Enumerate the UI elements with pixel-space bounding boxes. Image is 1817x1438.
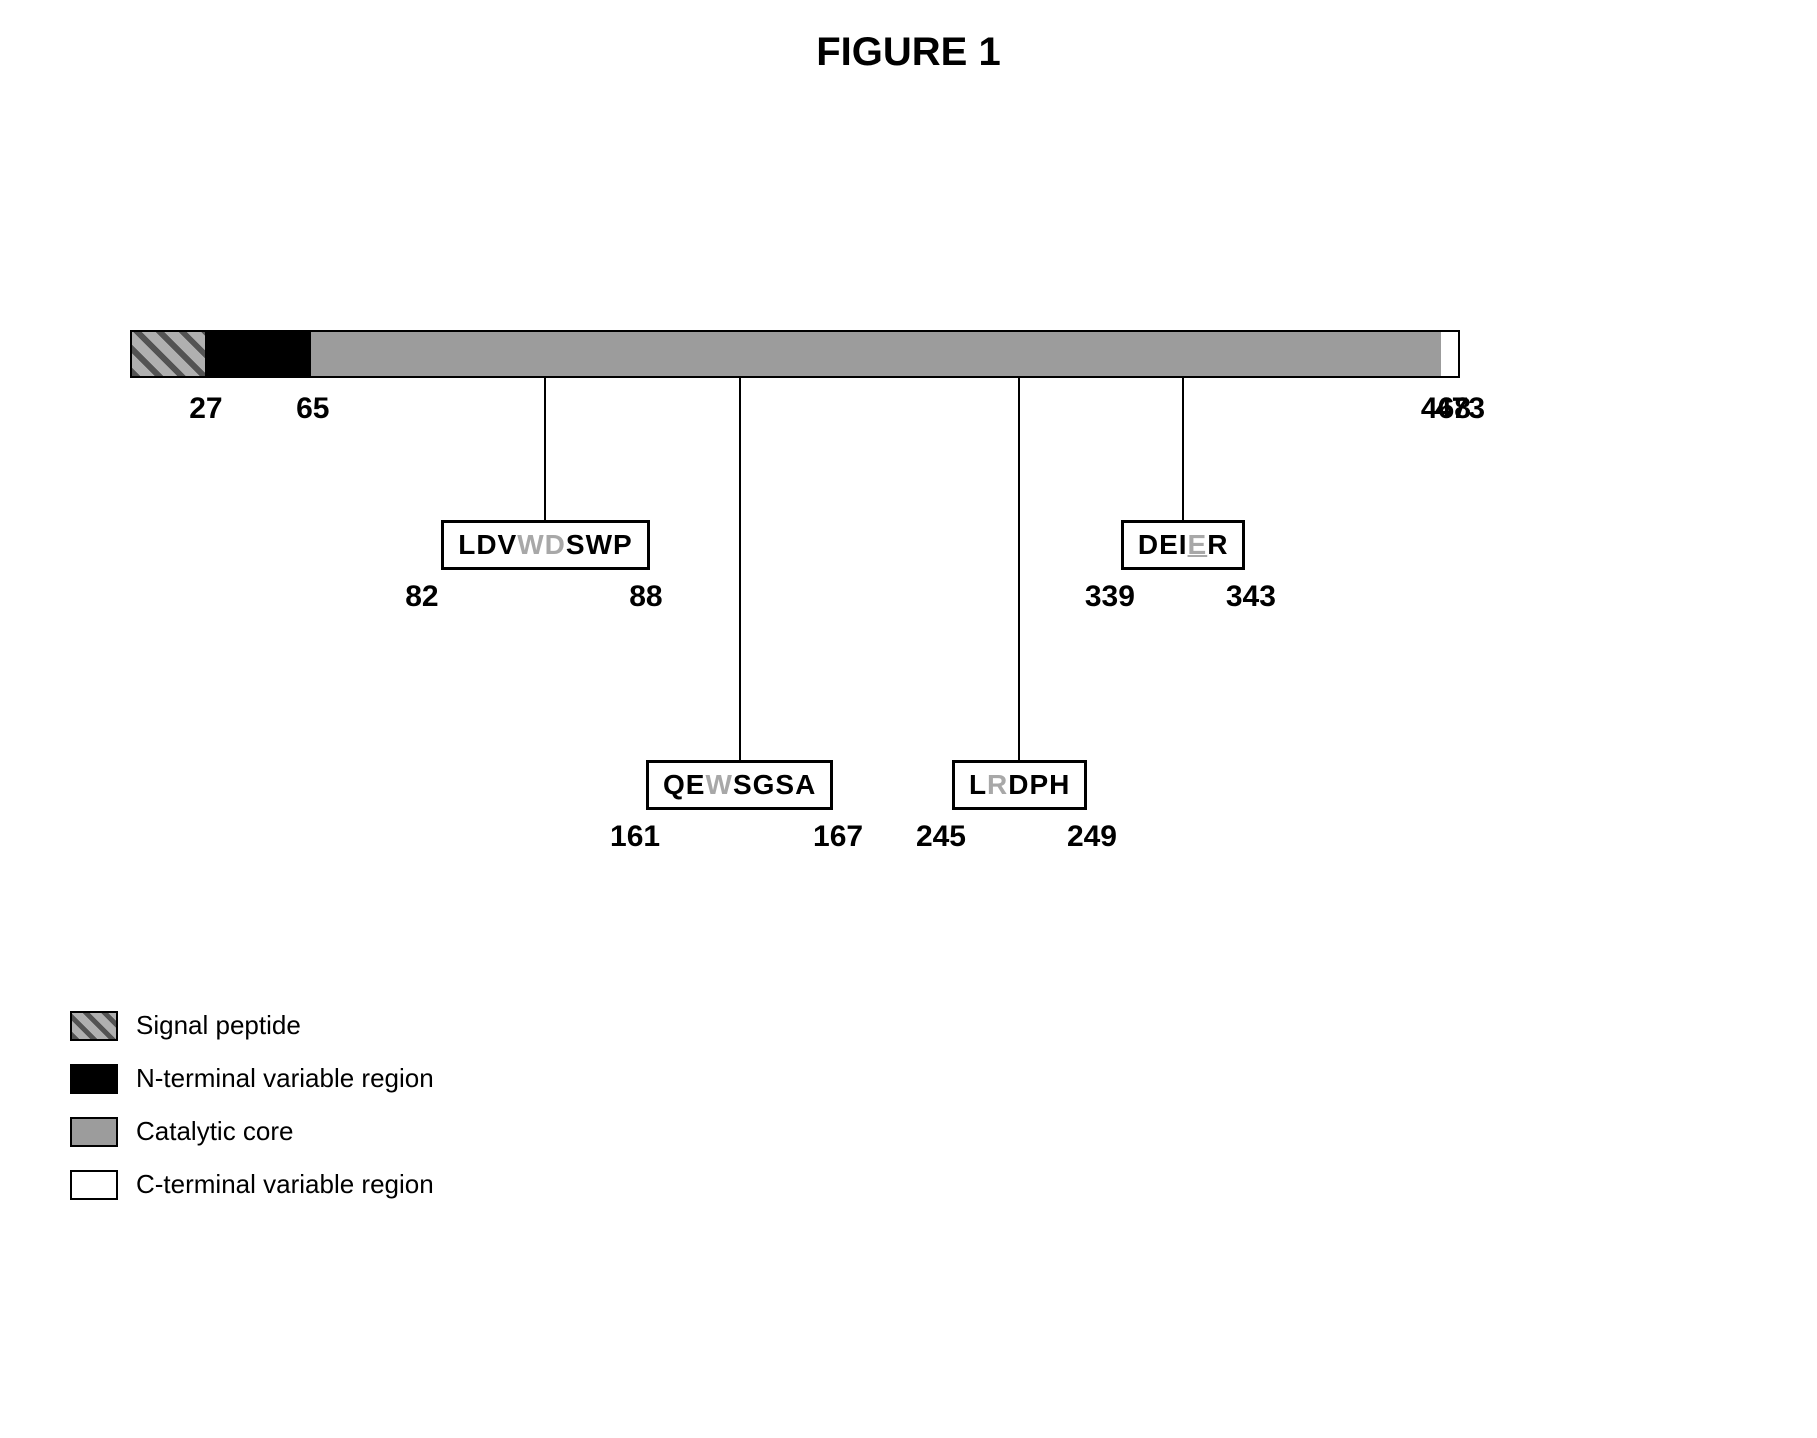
figure-title: FIGURE 1 [0,30,1817,75]
protein-diagram: 2765468473LDVWDSWP8288DEIER339343QEWSGSA… [130,330,1460,378]
segment-nterm [205,332,312,376]
segment-signal [132,332,205,376]
legend-row: Signal peptide [70,1010,434,1041]
legend-swatch [70,1011,118,1041]
motif-end: 88 [629,580,662,614]
protein-bar [130,330,1460,378]
motif-end: 167 [813,820,863,854]
motif-start: 339 [1085,580,1135,614]
legend-label: N-terminal variable region [136,1063,434,1094]
motif-box: LRDPH [952,760,1087,810]
position-label: 65 [296,392,329,426]
legend-row: N-terminal variable region [70,1063,434,1094]
legend-swatch [70,1117,118,1147]
segment-catalytic [311,332,1441,376]
segment-cterm [1441,332,1455,376]
motif-box: QEWSGSA [646,760,833,810]
position-label: 473 [1435,392,1485,426]
motif-end: 343 [1226,580,1276,614]
motif-connector [739,378,741,760]
legend-swatch [70,1170,118,1200]
motif-sequence: DEIER [1138,529,1229,560]
position-label: 27 [189,392,222,426]
legend-label: Catalytic core [136,1116,294,1147]
motif-connector [1018,378,1020,760]
motif-sequence: LRDPH [969,769,1070,800]
legend-row: C-terminal variable region [70,1169,434,1200]
motif-sequence: QEWSGSA [663,769,816,800]
legend-label: Signal peptide [136,1010,301,1041]
motif-start: 82 [405,580,438,614]
motif-sequence: LDVWDSWP [458,529,632,560]
motif-box: LDVWDSWP [441,520,649,570]
legend-swatch [70,1064,118,1094]
motif-box: DEIER [1121,520,1246,570]
legend-row: Catalytic core [70,1116,434,1147]
motif-connector [1182,378,1184,520]
motif-start: 161 [610,820,660,854]
legend: Signal peptide N-terminal variable region… [70,1010,434,1222]
motif-connector [544,378,546,520]
motif-start: 245 [916,820,966,854]
motif-end: 249 [1067,820,1117,854]
legend-label: C-terminal variable region [136,1169,434,1200]
